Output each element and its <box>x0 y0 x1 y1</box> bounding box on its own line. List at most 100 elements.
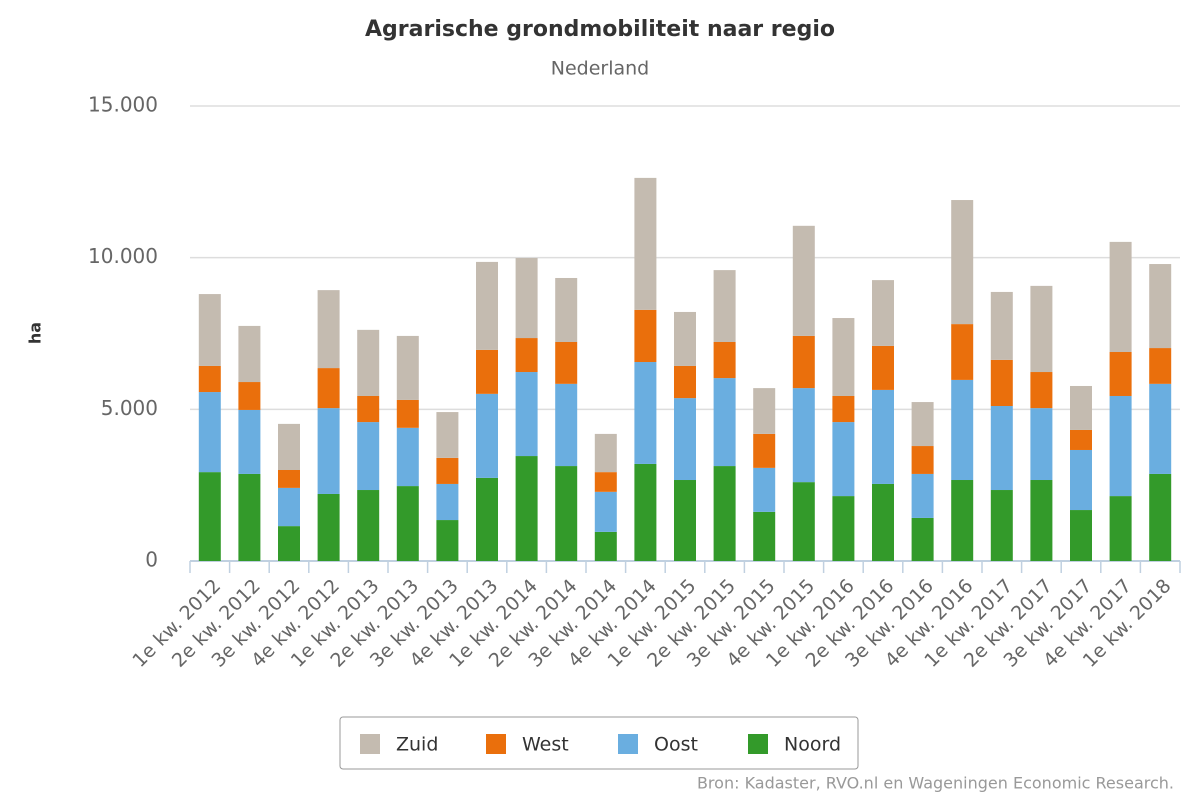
bar-segment <box>1149 348 1172 384</box>
bar-segment <box>198 392 221 473</box>
bar-segment <box>278 470 300 488</box>
bar-segment <box>713 378 736 467</box>
bar-segment <box>396 399 419 428</box>
bar-segment <box>713 341 736 379</box>
bar-segment <box>515 257 538 339</box>
bar-segment <box>792 225 815 336</box>
bar-segment <box>713 466 736 561</box>
bar-segment <box>515 456 538 561</box>
legend-label: Zuid <box>396 734 438 756</box>
legend-swatch <box>360 734 380 754</box>
bar-segment <box>357 395 380 423</box>
bar-segment <box>990 359 1013 406</box>
y-tick-label: 15.000 <box>88 93 158 117</box>
bar-segment <box>555 341 578 384</box>
bar-segment <box>990 291 1013 360</box>
y-tick-label: 5.000 <box>101 396 158 420</box>
bar-segment <box>951 324 974 380</box>
bar-segment <box>594 472 617 492</box>
bar-segment <box>753 388 776 434</box>
bar-segment <box>278 423 300 470</box>
bar-segment <box>594 433 617 473</box>
legend-label: Noord <box>784 734 841 756</box>
bar-segment <box>198 365 221 393</box>
bar-segment <box>198 294 221 366</box>
bar-segment <box>753 511 776 561</box>
bar-segment <box>911 446 934 474</box>
bar-segment <box>674 398 696 481</box>
bar-segment <box>555 383 578 467</box>
bar-segment <box>911 473 934 518</box>
bar-segment <box>832 318 855 396</box>
bar-segment <box>951 200 974 325</box>
legend-label: West <box>522 734 569 756</box>
bar-segment <box>753 433 776 468</box>
bar-segment <box>792 388 815 483</box>
bar-segment <box>238 473 261 561</box>
bar-segment <box>634 463 657 561</box>
bar-segment <box>1149 383 1172 474</box>
bar-segment <box>911 402 934 447</box>
bar-segment <box>872 483 894 561</box>
bar-segment <box>792 482 815 561</box>
bar-segment <box>634 177 657 310</box>
bar-segment <box>555 277 578 342</box>
bar-segment <box>238 382 261 410</box>
bar-segment <box>951 480 974 561</box>
bar-segment <box>1070 510 1092 561</box>
bar-segment <box>1030 285 1053 373</box>
bar-segment <box>278 487 300 527</box>
bar-segment <box>1109 241 1132 353</box>
bar-segment <box>476 477 498 561</box>
bar-segment <box>1030 408 1053 481</box>
bar-segment <box>872 389 894 484</box>
legend-swatch <box>748 734 768 754</box>
bar-segment <box>951 379 974 481</box>
bar-segment <box>436 483 459 521</box>
bar-segment <box>436 412 459 458</box>
bar-segment <box>396 486 419 561</box>
chart-subtitle: Nederland <box>551 58 650 80</box>
legend-swatch <box>486 734 506 754</box>
legend-swatch <box>618 734 638 754</box>
bar-segment <box>436 520 459 561</box>
bar-segment <box>515 338 538 373</box>
bar-segment <box>278 526 300 561</box>
bar-segment <box>1030 480 1053 561</box>
bar-segment <box>515 372 538 457</box>
bar-segment <box>1109 395 1132 497</box>
bar-segment <box>396 427 419 487</box>
y-tick-label: 0 <box>145 548 158 572</box>
bar-segment <box>594 491 617 532</box>
bar-segment <box>674 480 696 561</box>
bar-segment <box>357 422 380 491</box>
bar-segment <box>555 466 578 561</box>
chart-title: Agrarische grondmobiliteit naar regio <box>365 17 835 42</box>
bar-segment <box>1109 496 1132 561</box>
bar-segment <box>911 517 934 561</box>
bar-segment <box>713 270 736 342</box>
bar-segment <box>396 335 419 400</box>
y-axis-label: ha <box>26 322 45 344</box>
bar-segment <box>357 490 380 561</box>
bar-segment <box>832 395 855 423</box>
bar-segment <box>1109 352 1132 396</box>
bar-segment <box>317 368 340 409</box>
bar-segment <box>594 531 617 561</box>
bar-segment <box>317 290 340 369</box>
bar-segment <box>872 280 894 346</box>
bar-segment <box>476 261 498 350</box>
bar-segment <box>990 405 1013 491</box>
bar-segment <box>317 493 340 561</box>
bar-segment <box>792 335 815 389</box>
source-note: Bron: Kadaster, RVO.nl en Wageningen Eco… <box>697 774 1174 793</box>
legend-label: Oost <box>654 734 698 756</box>
bar-segment <box>753 467 776 512</box>
bar-segment <box>990 490 1013 561</box>
bar-segment <box>238 325 261 383</box>
bar-segment <box>476 349 498 394</box>
bar-segment <box>674 365 696 399</box>
bar-segment <box>634 362 657 464</box>
